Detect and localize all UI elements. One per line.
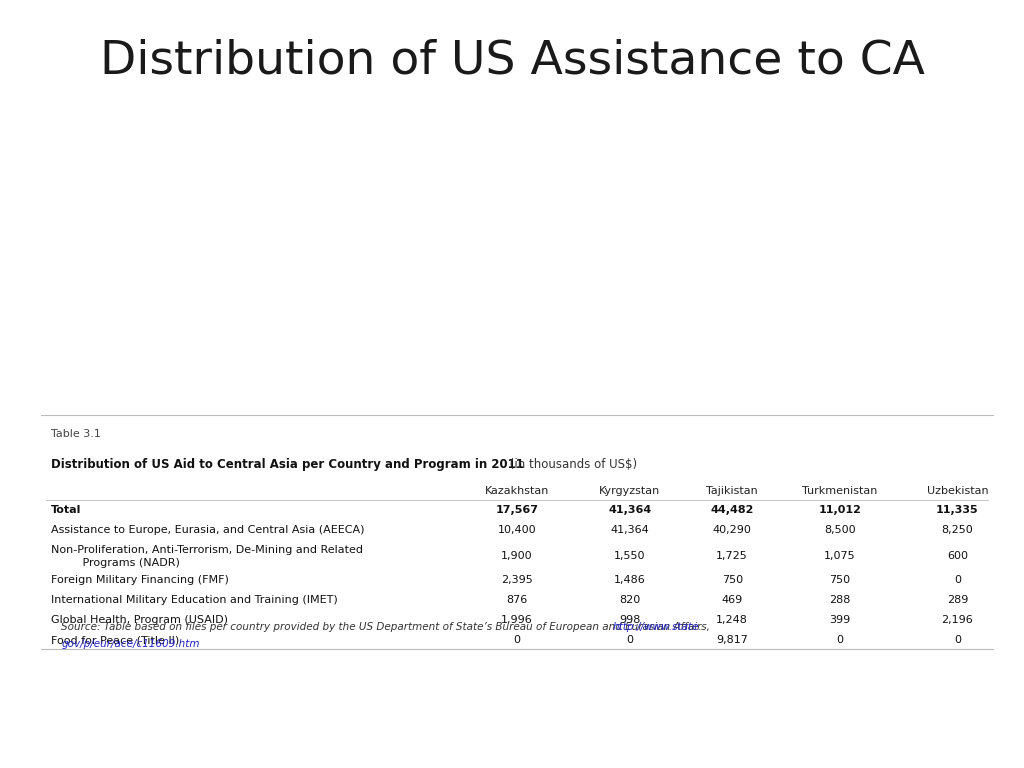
- Text: 44,482: 44,482: [711, 505, 754, 515]
- Text: 1,725: 1,725: [716, 551, 749, 561]
- Text: Distribution of US Aid to Central Asia per Country and Program in 2011: Distribution of US Aid to Central Asia p…: [51, 458, 524, 471]
- Text: Food for Peace (Title II): Food for Peace (Title II): [51, 635, 179, 645]
- Text: Programs (NADR): Programs (NADR): [72, 558, 179, 568]
- Text: International Military Education and Training (IMET): International Military Education and Tra…: [51, 595, 338, 605]
- Text: 1,248: 1,248: [716, 615, 749, 625]
- Text: 288: 288: [829, 595, 850, 605]
- Text: Table 3.1: Table 3.1: [51, 429, 101, 439]
- Text: Global Health, Program (USAID): Global Health, Program (USAID): [51, 615, 228, 625]
- Text: 1,550: 1,550: [614, 551, 645, 561]
- Text: 0: 0: [954, 635, 961, 645]
- Text: 750: 750: [829, 575, 850, 585]
- Text: 11,335: 11,335: [936, 505, 979, 515]
- Text: 0: 0: [837, 635, 843, 645]
- Text: Assistance to Europe, Eurasia, and Central Asia (AEECA): Assistance to Europe, Eurasia, and Centr…: [51, 525, 365, 535]
- Text: 399: 399: [829, 615, 850, 625]
- Text: 1,900: 1,900: [502, 551, 532, 561]
- Text: (in thousands of US$): (in thousands of US$): [506, 458, 637, 471]
- Text: 9,817: 9,817: [716, 635, 749, 645]
- Text: Uzbekistan: Uzbekistan: [927, 486, 988, 496]
- Text: 10,400: 10,400: [498, 525, 537, 535]
- Text: 40,290: 40,290: [713, 525, 752, 535]
- Text: 750: 750: [722, 575, 742, 585]
- Text: Foreign Military Financing (FMF): Foreign Military Financing (FMF): [51, 575, 229, 585]
- Text: 876: 876: [507, 595, 527, 605]
- Text: 41,364: 41,364: [608, 505, 651, 515]
- Text: gov/p/eur/ace/c11609.htm: gov/p/eur/ace/c11609.htm: [61, 639, 200, 649]
- Text: 820: 820: [620, 595, 640, 605]
- Text: Non-Proliferation, Anti-Terrorism, De-Mining and Related: Non-Proliferation, Anti-Terrorism, De-Mi…: [51, 545, 364, 554]
- Text: 1,075: 1,075: [824, 551, 855, 561]
- Text: Distribution of US Assistance to CA: Distribution of US Assistance to CA: [99, 38, 925, 84]
- Text: 0: 0: [627, 635, 633, 645]
- Text: 17,567: 17,567: [496, 505, 539, 515]
- Text: 998: 998: [620, 615, 640, 625]
- Text: 289: 289: [947, 595, 968, 605]
- Text: 8,250: 8,250: [941, 525, 974, 535]
- Text: 469: 469: [722, 595, 742, 605]
- Text: Kazakhstan: Kazakhstan: [485, 486, 549, 496]
- Text: 8,500: 8,500: [824, 525, 855, 535]
- Text: 0: 0: [514, 635, 520, 645]
- Text: Turkmenistan: Turkmenistan: [802, 486, 878, 496]
- Text: 1,486: 1,486: [613, 575, 646, 585]
- Text: Kyrgyzstan: Kyrgyzstan: [599, 486, 660, 496]
- Text: 2,196: 2,196: [941, 615, 974, 625]
- Text: Total: Total: [51, 505, 82, 515]
- Text: http://www.state.: http://www.state.: [612, 622, 702, 632]
- Text: 11,012: 11,012: [818, 505, 861, 515]
- Text: Tajikistan: Tajikistan: [707, 486, 758, 496]
- Text: 2,395: 2,395: [501, 575, 534, 585]
- Text: 41,364: 41,364: [610, 525, 649, 535]
- Text: 600: 600: [947, 551, 968, 561]
- Text: 0: 0: [954, 575, 961, 585]
- Text: 1,996: 1,996: [501, 615, 534, 625]
- Text: Source: Table based on files per country provided by the US Department of State’: Source: Table based on files per country…: [61, 622, 714, 632]
